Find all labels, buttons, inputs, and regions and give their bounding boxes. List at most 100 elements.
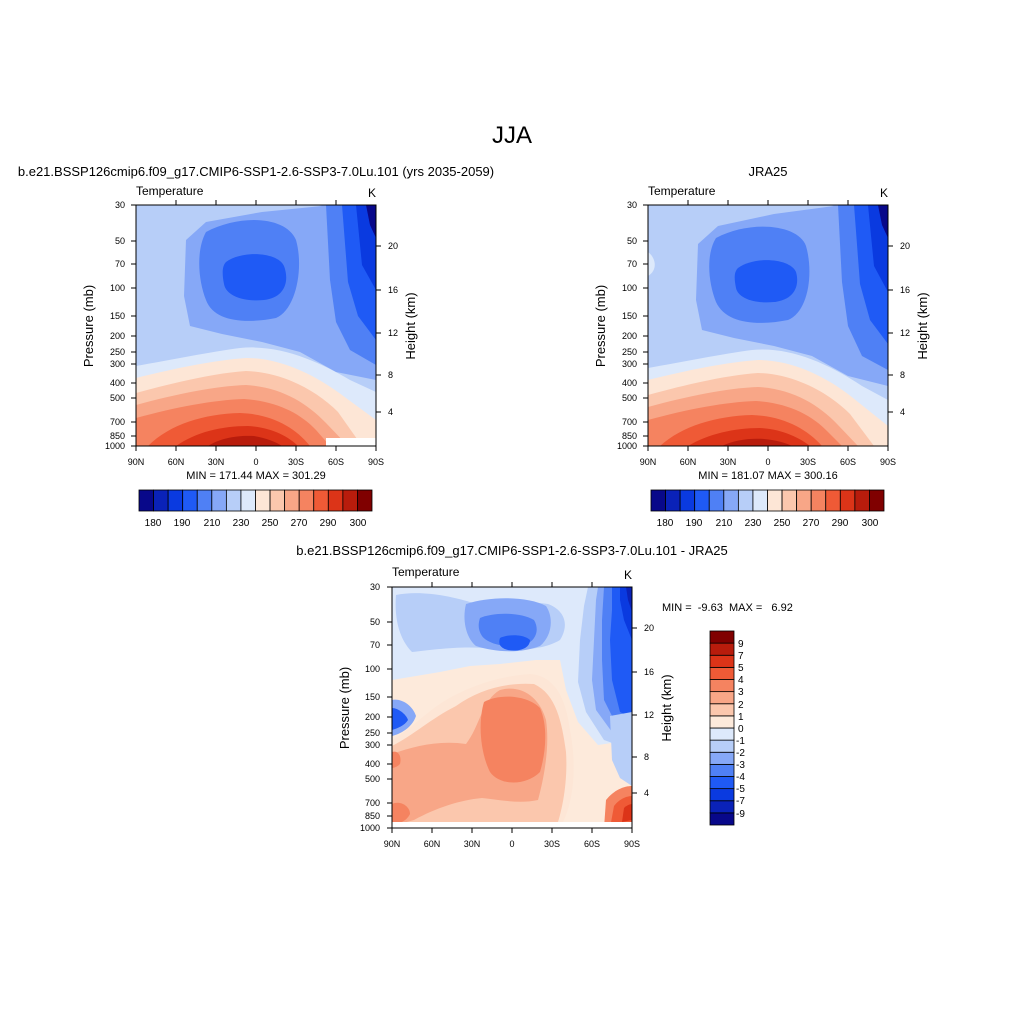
left-axis-ticks bbox=[387, 586, 392, 829]
panel-title: JRA25 bbox=[748, 164, 787, 179]
left-axis-ticks bbox=[131, 204, 136, 447]
colorbar-box bbox=[153, 489, 169, 512]
colorbar-box bbox=[196, 489, 213, 512]
colorbar-box bbox=[709, 715, 735, 729]
band-neg9-pole bbox=[626, 587, 632, 612]
y-tick-label: 100 bbox=[110, 283, 125, 293]
y-tick-label: 1000 bbox=[105, 441, 125, 451]
y-axis-right-label: Height (km) bbox=[659, 674, 674, 741]
left-string: Temperature bbox=[136, 184, 204, 198]
y-right-tick-label: 16 bbox=[388, 285, 398, 295]
colorbar-label: 1 bbox=[738, 712, 744, 723]
colorbar-labels: 9 7 5 4 3 2 1 0 -1 -2 -3 -4 -5 -7 -9 bbox=[736, 639, 745, 820]
colorbar-box bbox=[679, 489, 696, 512]
min-max-stats: MIN = 171.44 MAX = 301.29 bbox=[186, 470, 325, 482]
colorbar-box bbox=[737, 489, 754, 512]
panel-difference: b.e21.BSSP126cmip6.f09_g17.CMIP6-SSP1-2.… bbox=[296, 543, 793, 849]
left-axis-labels: 30 50 70 100 150 200 250 300 400 500 700… bbox=[105, 200, 125, 451]
colorbar-box bbox=[767, 489, 783, 512]
colorbar-label: 230 bbox=[745, 518, 762, 529]
y-axis-label: Pressure (mb) bbox=[81, 285, 96, 367]
x-tick-label: 30N bbox=[208, 457, 225, 467]
x-tick-label: 60S bbox=[328, 457, 344, 467]
y-right-tick-label: 8 bbox=[388, 370, 393, 380]
right-axis: 4 8 12 16 20 bbox=[888, 241, 910, 417]
y-tick-label: 300 bbox=[365, 740, 380, 750]
band-neg-nh-200-core bbox=[392, 708, 408, 730]
band-warm-8 bbox=[208, 435, 282, 446]
colorbar-label: 5 bbox=[738, 663, 744, 674]
panel-model: b.e21.BSSP126cmip6.f09_g17.CMIP6-SSP1-2.… bbox=[18, 164, 494, 529]
surface-mask bbox=[326, 438, 376, 446]
x-tick-label: 0 bbox=[253, 457, 258, 467]
y-tick-label: 100 bbox=[365, 664, 380, 674]
colorbar: 180 190 210 230 250 270 290 300 bbox=[650, 489, 885, 529]
band-trop-core bbox=[734, 260, 798, 303]
colorbar-label: 7 bbox=[738, 651, 744, 662]
y-tick-label: 500 bbox=[622, 393, 637, 403]
y-tick-label: 30 bbox=[115, 200, 125, 210]
panel-reanalysis: JRA25 Temperature K bbox=[593, 164, 930, 529]
y-tick-label: 250 bbox=[622, 347, 637, 357]
colorbar-label: 300 bbox=[350, 518, 367, 529]
colorbar-label: 270 bbox=[291, 518, 308, 529]
y-right-tick-label: 4 bbox=[388, 407, 393, 417]
y-tick-label: 200 bbox=[622, 331, 637, 341]
colorbar-label: 0 bbox=[738, 724, 744, 735]
colorbar-box bbox=[225, 489, 242, 512]
y-tick-label: 400 bbox=[110, 378, 125, 388]
y-right-tick-label: 16 bbox=[900, 285, 910, 295]
x-tick-label: 60S bbox=[584, 839, 600, 849]
colorbar-box bbox=[709, 691, 735, 705]
colorbar-box bbox=[709, 703, 735, 717]
colorbar-boxes bbox=[138, 489, 373, 512]
band-neg-sh-lower bbox=[610, 712, 632, 786]
left-string: Temperature bbox=[392, 565, 460, 579]
colorbar-label: -3 bbox=[736, 760, 745, 771]
colorbar-box bbox=[709, 739, 735, 753]
x-tick-label: 0 bbox=[509, 839, 514, 849]
colorbar-label: -5 bbox=[736, 784, 745, 795]
colorbar: 180 190 210 230 250 270 290 300 bbox=[138, 489, 373, 529]
y-tick-label: 200 bbox=[365, 712, 380, 722]
x-tick-label: 90S bbox=[368, 457, 384, 467]
y-tick-label: 50 bbox=[115, 236, 125, 246]
y-axis-label: Pressure (mb) bbox=[593, 285, 608, 367]
right-string: K bbox=[368, 186, 376, 200]
panel-title: b.e21.BSSP126cmip6.f09_g17.CMIP6-SSP1-2.… bbox=[296, 543, 727, 558]
y-tick-label: 150 bbox=[365, 692, 380, 702]
colorbar-label: 9 bbox=[738, 639, 744, 650]
colorbar-label: 290 bbox=[832, 518, 849, 529]
x-tick-label: 30N bbox=[464, 839, 481, 849]
colorbar-box bbox=[709, 727, 735, 741]
right-axis: 4 8 12 16 20 bbox=[376, 241, 398, 417]
colorbar-labels: 180 190 210 230 250 270 290 300 bbox=[145, 518, 367, 529]
y-tick-label: 70 bbox=[115, 259, 125, 269]
colorbar-label: -1 bbox=[736, 736, 745, 747]
colorbar-box bbox=[709, 679, 735, 693]
colorbar-box bbox=[723, 489, 739, 512]
y-right-tick-label: 8 bbox=[644, 752, 649, 762]
x-tick-label: 60S bbox=[840, 457, 856, 467]
colorbar-label: -4 bbox=[736, 772, 745, 783]
band-pos-sh-surface-max bbox=[622, 804, 632, 822]
colorbar-box bbox=[269, 489, 286, 512]
colorbar-box bbox=[709, 642, 735, 656]
x-tick-label: 30N bbox=[720, 457, 737, 467]
colorbar-box bbox=[781, 489, 798, 512]
colorbar-box bbox=[709, 776, 735, 790]
colorbar-box bbox=[709, 751, 735, 765]
y-right-tick-label: 4 bbox=[644, 788, 649, 798]
x-tick-label: 60N bbox=[424, 839, 441, 849]
colorbar-box bbox=[825, 489, 841, 512]
bottom-axis: 90N 60N 30N 0 30S 60S 90S bbox=[384, 828, 640, 849]
colorbar-box bbox=[211, 489, 227, 512]
left-string: Temperature bbox=[648, 184, 716, 198]
y-right-tick-label: 20 bbox=[900, 241, 910, 251]
contour-field bbox=[392, 587, 632, 828]
y-tick-label: 1000 bbox=[360, 823, 380, 833]
colorbar-label: 270 bbox=[803, 518, 820, 529]
y-tick-label: 50 bbox=[370, 617, 380, 627]
colorbar: 9 7 5 4 3 2 1 0 -1 -2 -3 -4 -5 -7 -9 bbox=[709, 630, 745, 826]
top-axis-ticks bbox=[687, 200, 849, 205]
